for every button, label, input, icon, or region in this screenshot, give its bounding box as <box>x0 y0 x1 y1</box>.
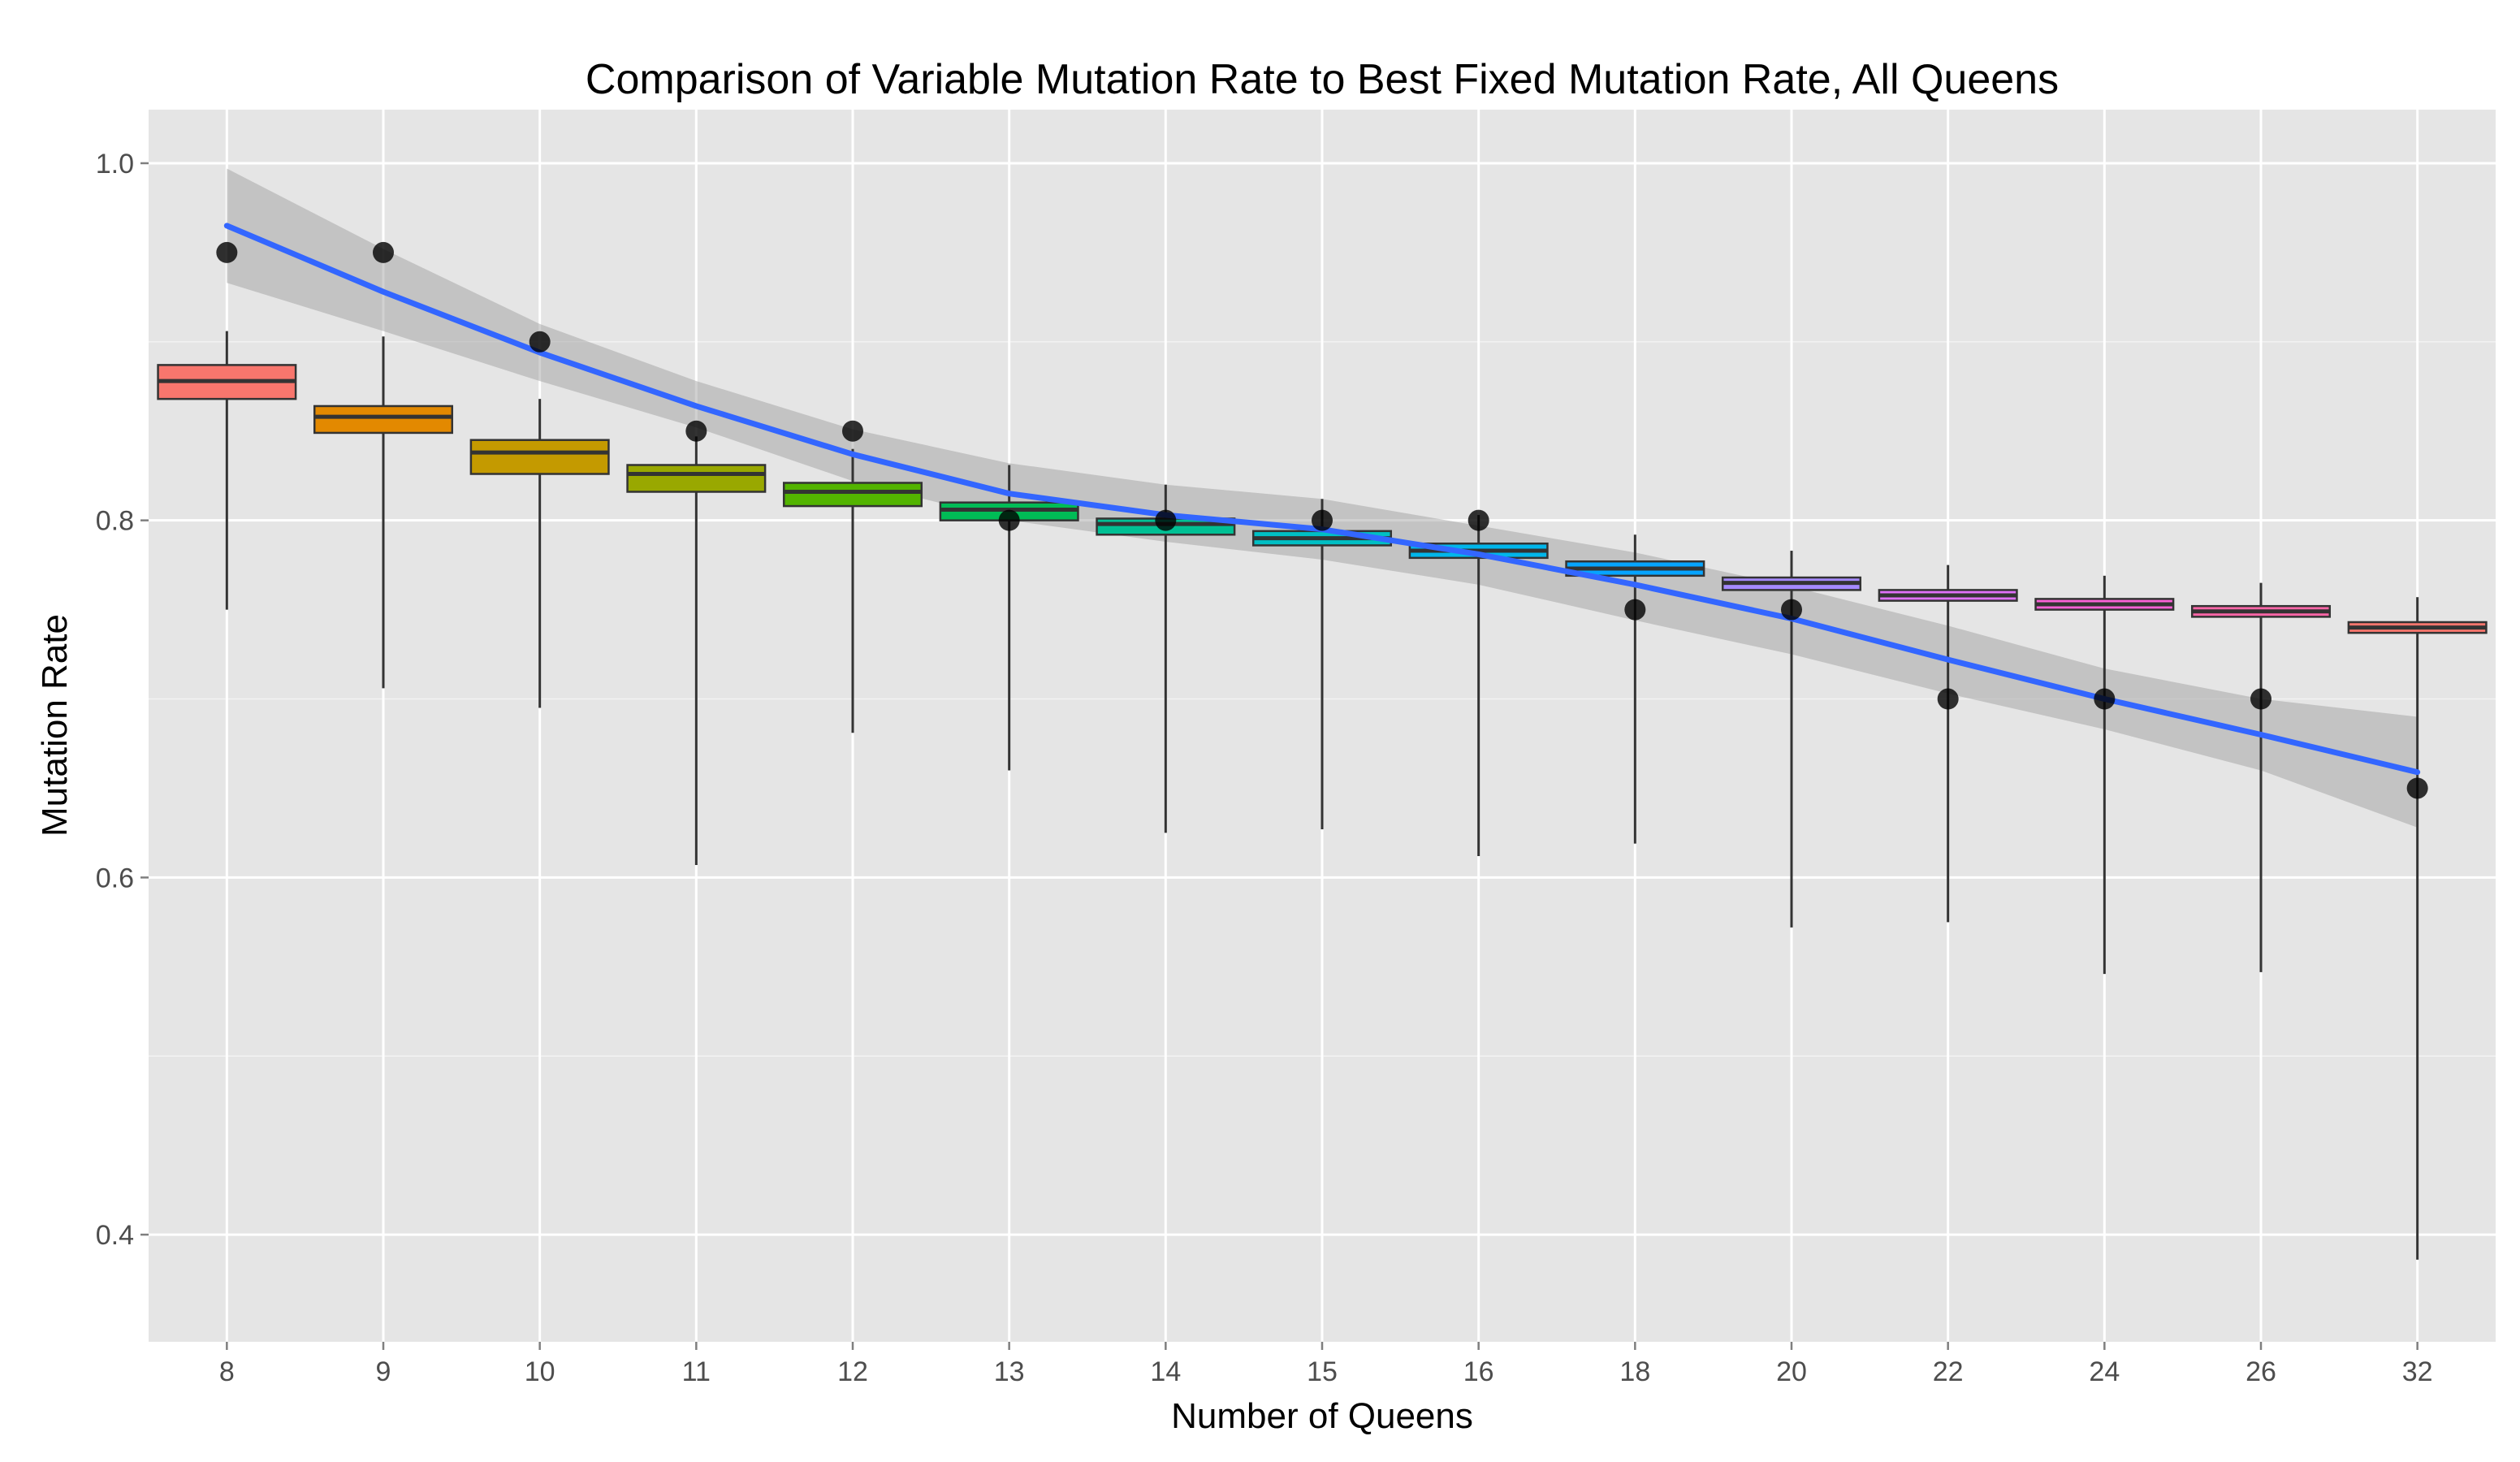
x-tick-label: 13 <box>994 1356 1025 1387</box>
fixed-rate-points <box>216 241 2428 799</box>
x-tick-label: 20 <box>1776 1356 1807 1387</box>
point-20 <box>1781 599 1802 621</box>
box-12 <box>782 482 923 508</box>
point-32 <box>2406 777 2428 799</box>
point-10 <box>529 331 551 353</box>
y-tick-label: 0.8 <box>96 506 134 537</box>
boxplot-9 <box>313 336 454 689</box>
point-22 <box>1937 688 1959 710</box>
x-tick-label: 16 <box>1463 1356 1494 1387</box>
y-axis-ticks: 0.4 0.6 0.8 1.0 <box>96 149 149 1251</box>
boxplot-20 <box>1721 551 1862 928</box>
point-18 <box>1624 599 1646 621</box>
point-15 <box>1312 509 1333 531</box>
y-tick-label: 1.0 <box>96 149 134 180</box>
x-tick-label: 14 <box>1150 1356 1181 1387</box>
x-axis-title: Number of Queens <box>1171 1396 1473 1436</box>
y-tick-label: 0.4 <box>96 1220 134 1251</box>
y-axis-title: Mutation Rate <box>35 614 75 837</box>
point-24 <box>2094 688 2116 710</box>
confidence-band-area <box>227 168 2418 828</box>
y-tick-label: 0.6 <box>96 863 134 893</box>
box-10 <box>469 439 610 475</box>
x-tick-label: 12 <box>837 1356 868 1387</box>
x-tick-label: 24 <box>2089 1356 2120 1387</box>
confidence-band <box>227 168 2418 828</box>
boxplot-24 <box>2034 575 2175 975</box>
boxplot-12 <box>782 448 923 733</box>
boxplot-26 <box>2190 582 2332 972</box>
x-tick-label: 15 <box>1307 1356 1338 1387</box>
point-14 <box>1155 509 1177 531</box>
x-tick-label: 11 <box>682 1356 711 1387</box>
x-tick-label: 32 <box>2402 1356 2433 1387</box>
x-tick-label: 26 <box>2246 1356 2276 1387</box>
boxplot-10 <box>469 399 610 708</box>
point-8 <box>216 241 238 263</box>
point-13 <box>998 509 1020 531</box>
x-tick-label: 9 <box>376 1356 391 1387</box>
box-11 <box>626 464 767 493</box>
boxplot-32 <box>2347 597 2488 1260</box>
boxplot-11 <box>626 436 767 865</box>
point-26 <box>2250 688 2271 710</box>
point-16 <box>1467 509 1489 531</box>
x-tick-label: 22 <box>1933 1356 1964 1387</box>
point-11 <box>685 420 707 442</box>
x-tick-label: 18 <box>1619 1356 1650 1387</box>
x-tick-label: 10 <box>525 1356 555 1387</box>
point-12 <box>842 420 863 442</box>
x-tick-label: 8 <box>219 1356 235 1387</box>
x-axis-ticks: 8 9 10 11 12 13 14 15 16 18 20 22 24 26 32 <box>219 1342 2433 1387</box>
box-9 <box>313 404 454 435</box>
boxplot-8 <box>157 331 297 610</box>
point-9 <box>373 241 394 263</box>
boxplot-22 <box>1878 564 2018 923</box>
chart-title: Comparison of Variable Mutation Rate to … <box>586 56 2059 103</box>
